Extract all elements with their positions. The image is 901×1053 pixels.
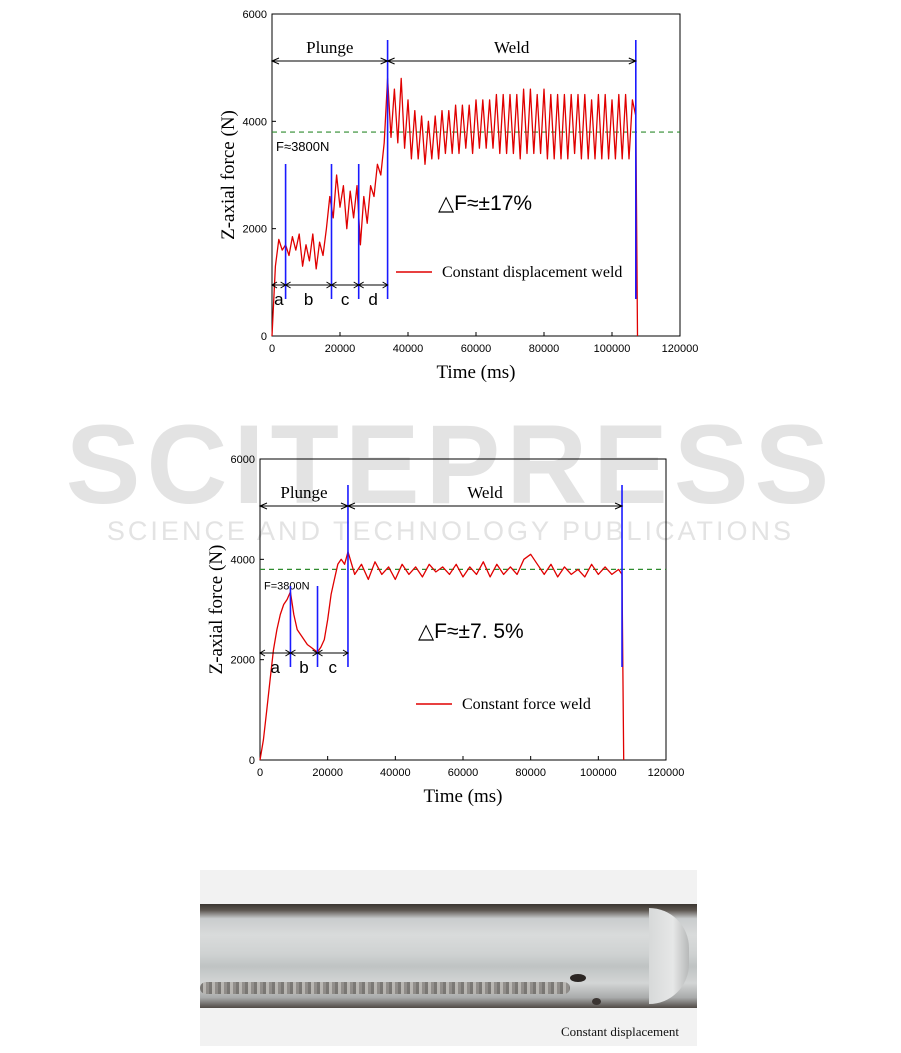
- stage-label: c: [341, 290, 350, 309]
- x-tick-label: 80000: [515, 767, 546, 779]
- phase-label: Weld: [467, 483, 503, 502]
- x-tick-label: 0: [269, 343, 275, 355]
- y-tick-label: 0: [261, 331, 267, 343]
- x-tick-label: 60000: [461, 343, 492, 355]
- stage-arrowhead: [330, 281, 337, 289]
- stage-arrowhead: [289, 649, 296, 657]
- phase-label: Plunge: [306, 38, 353, 57]
- stage-label: a: [274, 290, 284, 309]
- plot-frame: [259, 458, 667, 761]
- series-line: [271, 77, 639, 337]
- phase-label: Weld: [494, 38, 530, 57]
- stage-label: d: [368, 290, 377, 309]
- y-tick-label: 2000: [243, 224, 267, 236]
- stage-arrowhead: [271, 281, 278, 289]
- y-tick-label: 4000: [231, 554, 255, 566]
- phase-arrowhead: [270, 57, 280, 65]
- stage-arrowhead: [259, 649, 266, 657]
- x-tick-label: 40000: [380, 767, 411, 779]
- x-tick-label: 20000: [325, 343, 356, 355]
- constant-force-chart: 0 20000 40000 60000 80000 100000 120000 0 2000 40…: [206, 454, 685, 807]
- y-axis-label: Z-axial force (N): [218, 110, 239, 240]
- stage-label: b: [304, 290, 313, 309]
- legend-label: Constant displacement weld: [442, 264, 622, 281]
- weld-photo: Constant displacement: [200, 870, 697, 1046]
- x-tick-label: 0: [257, 767, 263, 779]
- weld-rod-image: [200, 904, 697, 1008]
- x-axis-label: Time (ms): [436, 362, 515, 383]
- series-line: [259, 551, 625, 761]
- y-tick-label: 6000: [231, 454, 255, 466]
- stage-arrowhead: [382, 281, 389, 289]
- weld-defect-hole: [570, 974, 586, 982]
- x-tick-label: 120000: [662, 343, 699, 355]
- phase-arrowhead: [628, 57, 638, 65]
- x-axis-label: Time (ms): [423, 786, 502, 807]
- y-tick-label: 6000: [243, 9, 267, 21]
- stage-arrowhead: [342, 649, 349, 657]
- stage-label: a: [270, 658, 280, 677]
- delta-force-label: △F≈±7. 5%: [418, 620, 524, 643]
- x-tick-label: 40000: [393, 343, 424, 355]
- phase-arrowhead: [614, 502, 624, 510]
- stage-label: b: [299, 658, 308, 677]
- constant-displacement-chart: 0 20000 40000 60000 80000 100000 120000 0 2000 40…: [218, 9, 699, 383]
- stage-arrowhead: [357, 281, 364, 289]
- y-tick-label: 4000: [243, 116, 267, 128]
- photo-caption: Constant displacement: [560, 1024, 679, 1039]
- stage-arrowhead: [284, 281, 291, 289]
- x-tick-label: 60000: [448, 767, 479, 779]
- x-tick-label: 100000: [594, 343, 631, 355]
- y-tick-label: 0: [249, 755, 255, 767]
- x-tick-label: 100000: [580, 767, 617, 779]
- phase-label: Plunge: [280, 483, 327, 502]
- y-tick-label: 2000: [231, 655, 255, 667]
- delta-force-label: △F≈±17%: [438, 192, 532, 215]
- weld-defect-spot: [592, 998, 601, 1005]
- legend-label: Constant force weld: [462, 696, 591, 713]
- weld-seam: [200, 982, 570, 994]
- reference-line-label: F≈3800N: [276, 139, 329, 154]
- y-axis-label: Z-axial force (N): [206, 545, 227, 675]
- plot-frame: [271, 13, 681, 337]
- phase-arrowhead: [386, 57, 395, 65]
- stage-label: c: [328, 658, 337, 677]
- phase-arrowhead: [346, 502, 356, 510]
- x-tick-label: 120000: [648, 767, 685, 779]
- reference-line-label: F=3800N: [264, 580, 310, 592]
- x-tick-label: 20000: [312, 767, 343, 779]
- phase-arrowhead: [258, 502, 268, 510]
- stage-arrowhead: [316, 649, 323, 657]
- x-tick-label: 80000: [529, 343, 560, 355]
